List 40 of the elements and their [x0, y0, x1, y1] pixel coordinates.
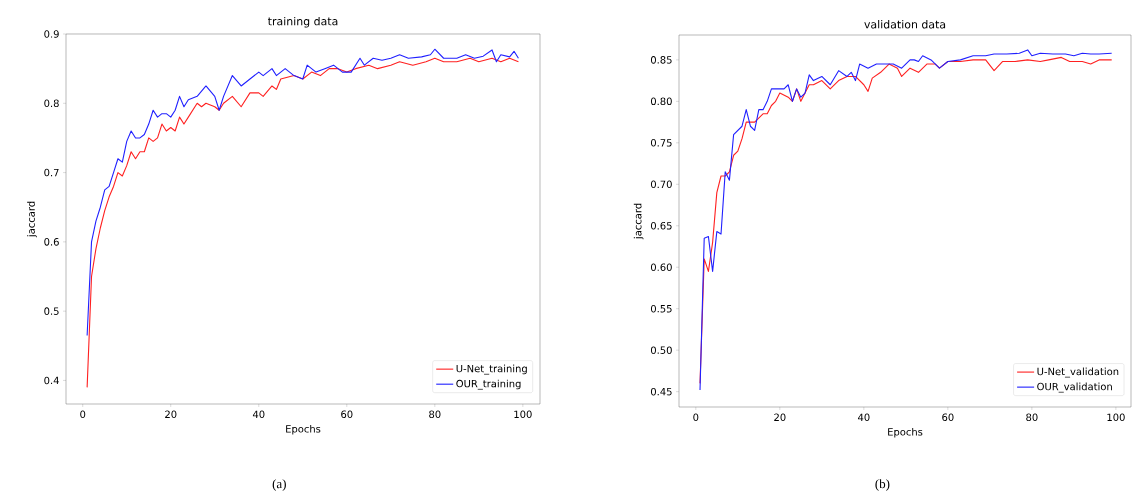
x-tick-label: 20 [774, 413, 786, 422]
y-tick-label: 0.65 [650, 221, 672, 230]
x-tick-label: 60 [341, 410, 353, 419]
x-tick-label: 60 [942, 413, 954, 422]
x-tick-label: 40 [857, 413, 870, 422]
x-tick-label: 80 [1026, 413, 1038, 422]
y-axis-title: jaccard [27, 201, 37, 238]
y-tick-label: 0.60 [650, 263, 672, 272]
legend-label: OUR_validation [1037, 382, 1112, 393]
y-tick-label: 0.5 [44, 307, 59, 315]
y-tick-label: 0.50 [650, 346, 672, 354]
legend-label: OUR_training [456, 379, 521, 390]
y-tick-label: 0.55 [650, 304, 672, 313]
chart-title: training data [267, 16, 338, 28]
y-tick-label: 0.6 [44, 238, 59, 246]
x-axis-title: Epochs [888, 427, 923, 438]
y-tick-label: 0.85 [650, 56, 672, 64]
x-tick-label: 100 [1107, 413, 1125, 422]
y-tick-label: 0.70 [650, 180, 672, 189]
y-tick-label: 0.80 [650, 97, 672, 106]
x-axis-title: Epochs [286, 424, 321, 435]
y-tick-label: 0.75 [650, 139, 672, 147]
legend-label: U-Net_validation [1037, 367, 1119, 378]
chart-title: validation data [864, 20, 946, 29]
text: (b) [875, 479, 890, 491]
y-tick-label: 0.45 [650, 387, 672, 396]
x-tick-label: 40 [252, 410, 265, 419]
y-tick-label: 0.7 [44, 168, 59, 177]
x-tick-label: 0 [693, 413, 699, 422]
x-tick-label: 100 [514, 410, 532, 419]
line-series [86, 48, 519, 336]
x-tick-label: 20 [165, 410, 177, 419]
y-tick-label: 0.4 [44, 376, 59, 385]
y-tick-label: 0.9 [44, 30, 59, 38]
y-tick-label: 0.8 [44, 99, 59, 108]
x-tick-label: 0 [80, 410, 86, 419]
legend-label: U-Net_training [456, 364, 527, 375]
text: (a) [272, 479, 286, 491]
y-axis-title: jaccard [633, 203, 644, 240]
x-tick-label: 80 [429, 410, 441, 419]
